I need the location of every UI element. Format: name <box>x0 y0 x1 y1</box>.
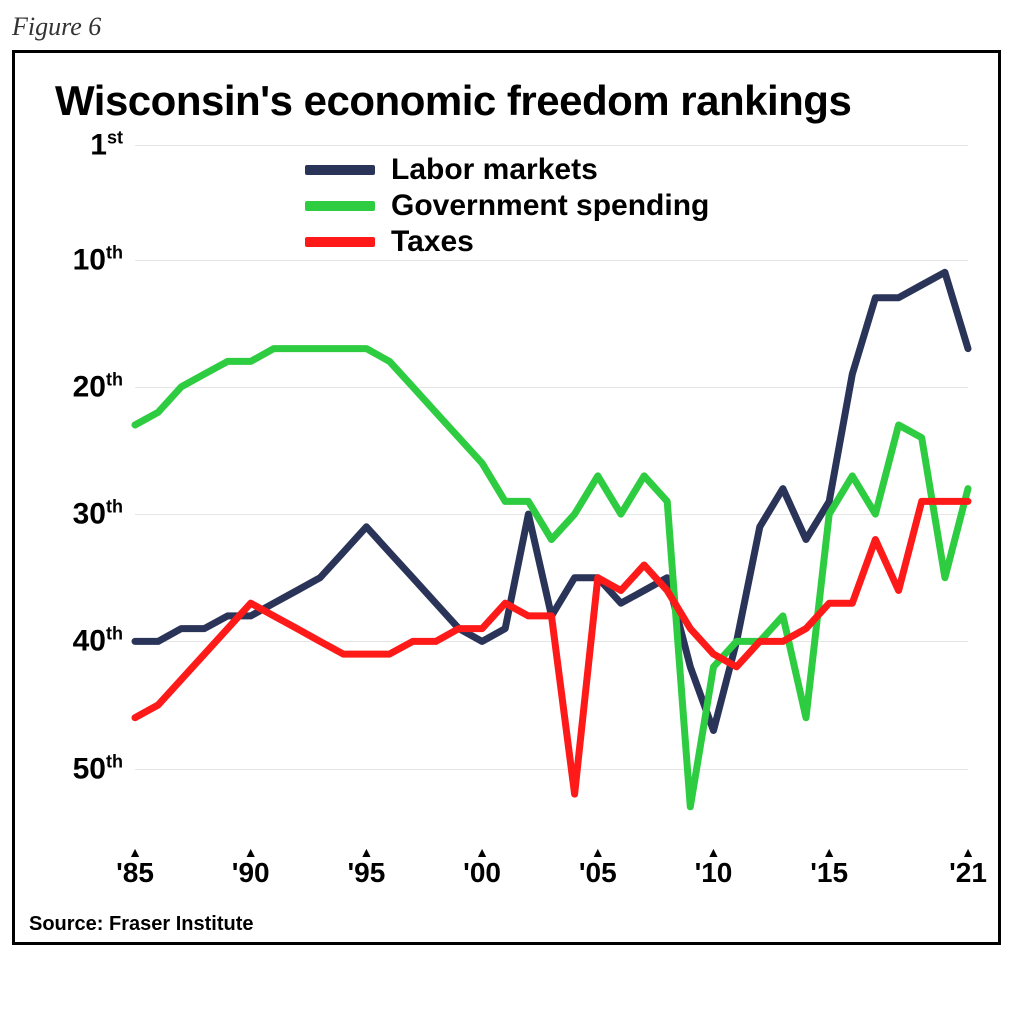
legend-label: Government spending <box>391 189 709 223</box>
y-tick-label: 10th <box>73 242 123 277</box>
x-tick-label: ▲'90 <box>232 847 270 889</box>
figure-label: Figure 6 <box>12 12 1001 42</box>
x-axis: ▲'85▲'90▲'95▲'00▲'05▲'10▲'15▲'21 <box>135 845 968 889</box>
plot-region: 1st10th20th30th40th50th Labor marketsGov… <box>135 145 968 845</box>
y-tick-label: 50th <box>73 751 123 786</box>
legend-label: Labor markets <box>391 153 598 187</box>
legend-swatch <box>305 237 375 247</box>
legend-item: Labor markets <box>305 153 709 187</box>
chart-area: 1st10th20th30th40th50th Labor marketsGov… <box>45 135 978 905</box>
x-tick-label: ▲'15 <box>810 847 848 889</box>
x-tick-label: ▲'21 <box>949 847 987 889</box>
chart-frame: Wisconsin's economic freedom rankings 1s… <box>12 50 1001 945</box>
series-line <box>135 272 968 730</box>
source-label: Source: Fraser Institute <box>15 905 998 942</box>
series-line <box>135 501 968 794</box>
x-tick-label: ▲'95 <box>347 847 385 889</box>
y-tick-label: 40th <box>73 624 123 659</box>
chart-title: Wisconsin's economic freedom rankings <box>15 53 998 135</box>
legend-item: Government spending <box>305 189 709 223</box>
y-tick-label: 30th <box>73 497 123 532</box>
legend-swatch <box>305 201 375 211</box>
legend: Labor marketsGovernment spendingTaxes <box>305 153 709 261</box>
x-tick-label: ▲'85 <box>116 847 154 889</box>
legend-swatch <box>305 165 375 175</box>
legend-item: Taxes <box>305 225 709 259</box>
legend-label: Taxes <box>391 225 474 259</box>
y-tick-label: 1st <box>90 128 123 163</box>
x-tick-label: ▲'00 <box>463 847 501 889</box>
x-tick-label: ▲'05 <box>579 847 617 889</box>
y-tick-label: 20th <box>73 369 123 404</box>
x-tick-label: ▲'10 <box>695 847 733 889</box>
